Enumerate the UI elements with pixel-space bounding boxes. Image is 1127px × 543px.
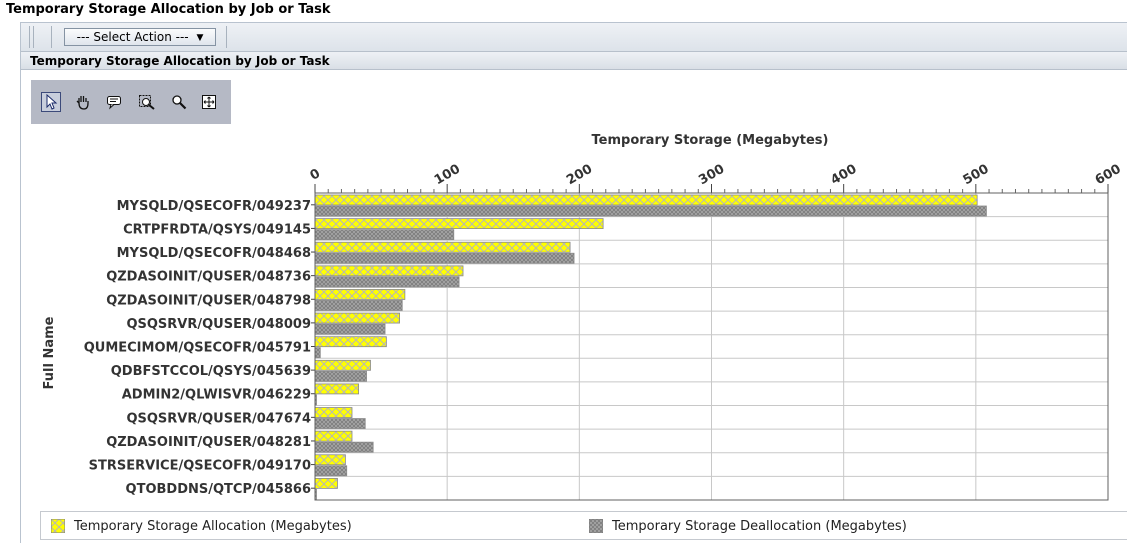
chart-legend: Temporary Storage Allocation (Megabytes)… (40, 511, 1127, 540)
bar-deallocation (314, 276, 460, 288)
bar-allocation (314, 454, 346, 466)
pan-tool-button[interactable] (73, 92, 93, 112)
bar-deallocation (314, 229, 455, 241)
bar-allocation (314, 218, 604, 230)
toolbar-separator (226, 26, 227, 48)
page-title: Temporary Storage Allocation by Job or T… (6, 2, 331, 17)
bar-allocation (314, 312, 400, 324)
y-tick-label: QZDASOINIT/QUSER/048798 (106, 293, 311, 308)
y-tick-label: QDBFSTCCOL/QSYS/045639 (111, 364, 311, 379)
bar-allocation (314, 265, 464, 277)
zoom-box-tool-button[interactable] (137, 92, 157, 112)
x-tick-label: 0 (308, 166, 323, 184)
bar-deallocation (314, 418, 366, 429)
y-axis-title: Full Name (42, 316, 57, 389)
bar-deallocation (314, 323, 386, 335)
pan-icon (76, 96, 89, 110)
y-tick-label: QZDASOINIT/QUSER/048281 (106, 435, 311, 450)
select-action-dropdown[interactable]: --- Select Action --- ▼ (64, 28, 216, 46)
legend-label-deallocation: Temporary Storage Deallocation (Megabyte… (612, 518, 907, 534)
bar-allocation (314, 241, 571, 253)
select-action-label: --- Select Action --- (76, 30, 189, 44)
bar-deallocation (314, 465, 348, 477)
deallocation-swatch-icon (589, 519, 603, 533)
plot-area: 0 100 200 300 400 500 600MYSQLD/QSECOFR/049237… (84, 162, 1124, 501)
bar-allocation (314, 430, 353, 442)
y-tick-label: QZDASOINIT/QUSER/048736 (106, 270, 311, 285)
bar-deallocation (314, 347, 321, 359)
bar-allocation (314, 383, 360, 395)
legend-item-allocation: Temporary Storage Allocation (Megabytes) (51, 517, 352, 535)
bar-allocation (314, 194, 978, 206)
fit-tool-button[interactable] (199, 92, 219, 112)
bar-allocation (314, 407, 353, 418)
toolbar-separator (51, 26, 52, 48)
bar-deallocation (314, 300, 403, 311)
bar-allocation (314, 359, 371, 371)
bar-allocation (314, 477, 338, 489)
bar-deallocation (314, 370, 367, 382)
select-icon (46, 94, 58, 110)
annotate-icon (107, 96, 121, 110)
bar-deallocation (314, 441, 374, 453)
allocation-swatch-icon (51, 519, 65, 533)
legend-item-deallocation: Temporary Storage Deallocation (Megabyte… (589, 517, 907, 535)
toolbar-separator (29, 26, 30, 48)
y-tick-label: QUMECIMOM/QSECOFR/045791 (84, 341, 311, 356)
y-tick-label: MYSQLD/QSECOFR/049237 (117, 199, 311, 214)
toolbar-separator (33, 26, 34, 48)
bar-chart: Temporary Storage (Megabytes) Full Name … (42, 133, 1124, 501)
zoom-box-icon (139, 95, 155, 110)
select-tool-button[interactable] (41, 92, 61, 112)
bar-deallocation (314, 205, 987, 217)
x-axis-title: Temporary Storage (Megabytes) (592, 133, 829, 148)
y-tick-label: QSQSRVR/QUSER/047674 (126, 411, 311, 426)
annotate-tool-button[interactable] (104, 92, 124, 112)
y-tick-label: QSQSRVR/QUSER/048009 (126, 317, 311, 332)
bar-allocation (314, 289, 406, 300)
bar-allocation (314, 336, 387, 348)
bar-deallocation (314, 252, 575, 264)
y-tick-label: ADMIN2/QLWISVR/046229 (122, 388, 311, 403)
y-tick-label: MYSQLD/QSECOFR/048468 (117, 246, 311, 261)
y-tick-label: STRSERVICE/QSECOFR/049170 (89, 459, 311, 474)
fit-icon (202, 95, 216, 109)
y-tick-label: QTOBDDNS/QTCP/045866 (126, 482, 311, 497)
dropdown-arrow-icon: ▼ (196, 33, 204, 43)
section-header: Temporary Storage Allocation by Job or T… (21, 52, 1127, 70)
chart-tool-palette (31, 80, 231, 124)
action-toolbar: --- Select Action --- ▼ (21, 23, 1127, 52)
zoom-tool-button[interactable] (169, 92, 189, 112)
zoom-icon (172, 95, 187, 110)
y-tick-label: CRTPFRDTA/QSYS/049145 (123, 222, 311, 237)
plot-frame (314, 192, 1109, 501)
legend-label-allocation: Temporary Storage Allocation (Megabytes) (74, 518, 352, 534)
